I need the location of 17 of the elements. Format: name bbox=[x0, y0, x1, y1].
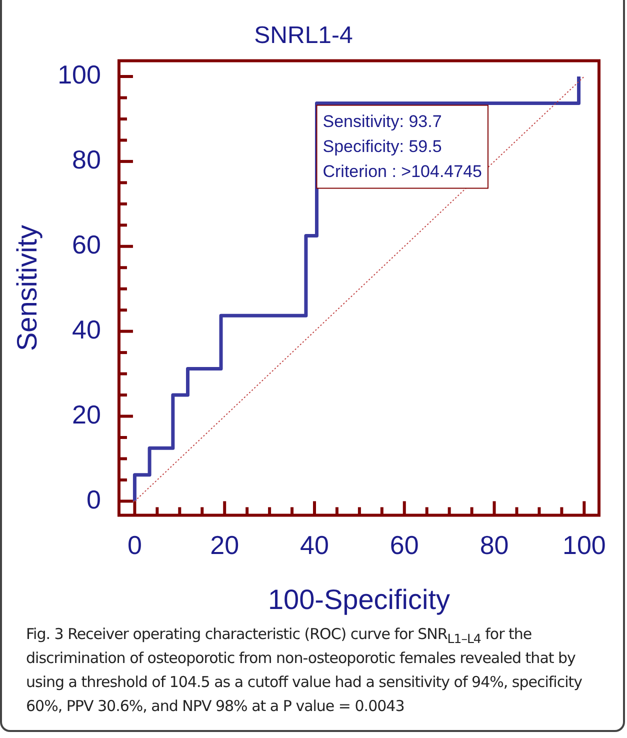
chart-title: SNRL1-4 bbox=[254, 22, 353, 50]
y-tick-label: 40 bbox=[72, 314, 101, 344]
y-tick-label: 60 bbox=[72, 230, 101, 260]
y-tick-label: 80 bbox=[72, 144, 101, 175]
x-tick-label: 20 bbox=[210, 530, 240, 560]
y-tick-label: 0 bbox=[86, 484, 101, 514]
y-tick-label: 20 bbox=[72, 399, 101, 430]
x-tick-label: 40 bbox=[300, 530, 329, 560]
annotation: Sensitivity: 93.7 Specificity: 59.5 Criterion : >104.4745 bbox=[322, 112, 482, 181]
x-tick-label: 0 bbox=[127, 530, 142, 560]
y-axis-title: Sensitivity bbox=[12, 224, 43, 352]
caption: Fig. 3 Receiver operating characteristic (ROC) curve for SNR$_{L1–L4}$ for the discrimination of osteoporotic from non-osteoporotic females revealed that by using a threshold of 104.5 as a cutoff value had a sensitivity of 94%, specificity 60%, PPV 30.6%, and NPV 98% at a P value = 0.0043 bbox=[26, 624, 584, 717]
y-tick-label: 100 bbox=[58, 60, 101, 90]
x-tick-label: 60 bbox=[390, 530, 419, 560]
x-tick-label: 80 bbox=[480, 530, 509, 560]
x-axis-title: 100-Specificity bbox=[268, 584, 450, 615]
x-tick-label: 100 bbox=[562, 530, 606, 560]
